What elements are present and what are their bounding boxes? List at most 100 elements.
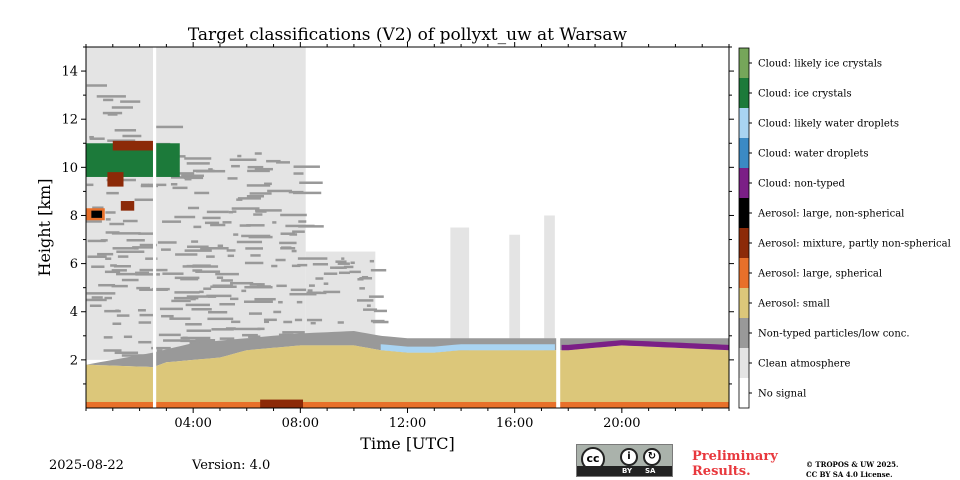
low-concentration-streak bbox=[276, 161, 290, 164]
low-concentration-streak bbox=[181, 174, 204, 178]
low-concentration-streak bbox=[161, 248, 171, 251]
low-concentration-streak bbox=[283, 320, 293, 324]
low-concentration-streak bbox=[219, 302, 236, 306]
low-concentration-streak bbox=[236, 240, 263, 244]
low-concentration-streak bbox=[159, 307, 183, 311]
low-concentration-streak bbox=[135, 271, 150, 275]
low-concentration-streak bbox=[292, 230, 305, 233]
y-axis-label: Height [km] bbox=[35, 179, 54, 277]
low-concentration-streak bbox=[230, 297, 239, 301]
colorbar-label: Aerosol: large, spherical bbox=[757, 269, 882, 280]
low-concentration-streak bbox=[162, 272, 184, 275]
clean-atmosphere-area bbox=[509, 234, 521, 360]
clean-atmosphere-area bbox=[86, 47, 306, 360]
colorbar-segment bbox=[739, 48, 749, 78]
low-concentration-streak bbox=[151, 346, 171, 350]
low-concentration-streak bbox=[306, 318, 323, 322]
colorbar-segment bbox=[739, 168, 749, 198]
low-concentration-streak bbox=[255, 209, 282, 212]
low-concentration-streak bbox=[232, 210, 237, 213]
low-concentration-streak bbox=[244, 261, 264, 265]
low-concentration-streak bbox=[126, 239, 145, 242]
low-concentration-streak bbox=[169, 317, 191, 320]
low-concentration-streak bbox=[102, 111, 123, 115]
low-concentration-streak bbox=[104, 270, 121, 274]
aerosol-mixture-patch bbox=[120, 201, 135, 211]
low-concentration-streak bbox=[145, 257, 158, 260]
low-concentration-streak bbox=[111, 106, 133, 109]
colorbar-segment bbox=[739, 318, 749, 348]
low-concentration-streak bbox=[299, 181, 323, 185]
low-concentration-streak bbox=[208, 168, 213, 171]
low-concentration-streak bbox=[139, 313, 156, 317]
low-concentration-streak bbox=[153, 125, 184, 129]
low-concentration-streak bbox=[253, 213, 263, 216]
low-concentration-streak bbox=[161, 314, 174, 318]
low-concentration-streak bbox=[110, 264, 117, 267]
low-concentration-streak bbox=[91, 265, 105, 268]
low-concentration-streak bbox=[310, 321, 316, 325]
low-concentration-streak bbox=[366, 304, 371, 307]
low-concentration-streak bbox=[279, 241, 297, 245]
low-concentration-streak bbox=[112, 247, 139, 250]
low-concentration-streak bbox=[96, 95, 126, 98]
date-label: 2025-08-22 bbox=[49, 458, 124, 473]
colorbar-segment bbox=[739, 78, 749, 108]
clean-atmosphere-area bbox=[450, 227, 470, 360]
chart-title: Target classifications (V2) of pollyxt_u… bbox=[187, 25, 628, 45]
low-concentration-streak bbox=[186, 264, 201, 268]
low-concentration-streak bbox=[278, 300, 283, 304]
classification-layers bbox=[86, 47, 729, 408]
low-concentration-streak bbox=[116, 314, 130, 317]
low-concentration-streak bbox=[207, 317, 234, 321]
low-concentration-streak bbox=[245, 247, 263, 250]
low-concentration-streak bbox=[105, 218, 111, 221]
low-concentration-streak bbox=[111, 284, 128, 288]
y-tick-label: 4 bbox=[70, 305, 78, 320]
low-concentration-streak bbox=[186, 295, 216, 298]
low-concentration-streak bbox=[187, 206, 200, 210]
low-concentration-streak bbox=[112, 322, 122, 326]
low-concentration-streak bbox=[106, 191, 119, 195]
low-concentration-streak bbox=[239, 224, 251, 227]
low-concentration-streak bbox=[359, 277, 373, 280]
low-concentration-streak bbox=[230, 281, 254, 285]
low-concentration-streak bbox=[98, 283, 116, 287]
low-concentration-streak bbox=[134, 198, 155, 202]
low-concentration-streak bbox=[231, 320, 241, 324]
colorbar-label: Cloud: likely ice crystals bbox=[758, 59, 882, 70]
low-concentration-streak bbox=[343, 265, 354, 269]
low-concentration-streak bbox=[171, 299, 191, 303]
low-concentration-streak bbox=[312, 263, 329, 266]
low-concentration-streak bbox=[109, 222, 125, 226]
low-concentration-streak bbox=[330, 266, 344, 269]
low-concentration-streak bbox=[296, 300, 303, 304]
cc-license-badge[interactable]: cc i ↻ BY SA bbox=[576, 444, 673, 477]
colorbar-segment bbox=[739, 288, 749, 318]
low-concentration-streak bbox=[247, 169, 270, 173]
low-concentration-streak bbox=[92, 206, 104, 209]
low-concentration-streak bbox=[254, 297, 276, 301]
low-concentration-streak bbox=[203, 287, 212, 290]
low-concentration-streak bbox=[187, 245, 209, 248]
low-concentration-streak bbox=[306, 291, 321, 295]
low-concentration-streak bbox=[231, 207, 260, 210]
low-concentration-streak bbox=[293, 165, 320, 168]
low-concentration-streak bbox=[241, 289, 247, 293]
preliminary-results-note: Preliminary Results. bbox=[692, 449, 778, 479]
low-concentration-streak bbox=[228, 210, 234, 214]
low-concentration-streak bbox=[199, 290, 204, 294]
y-tick-label: 12 bbox=[61, 113, 78, 128]
low-concentration-streak bbox=[107, 139, 136, 142]
low-concentration-streak bbox=[217, 244, 224, 248]
low-concentration-streak bbox=[184, 249, 212, 252]
low-concentration-streak bbox=[103, 98, 114, 102]
low-concentration-streak bbox=[297, 263, 308, 267]
colorbar-frame bbox=[738, 47, 750, 409]
colorbar-segment bbox=[739, 378, 749, 408]
low-concentration-streak bbox=[246, 184, 271, 187]
colorbar-label: Aerosol: large, non-spherical bbox=[757, 209, 904, 220]
low-concentration-streak bbox=[86, 220, 102, 223]
low-concentration-streak bbox=[237, 154, 242, 158]
low-concentration-streak bbox=[120, 100, 141, 103]
